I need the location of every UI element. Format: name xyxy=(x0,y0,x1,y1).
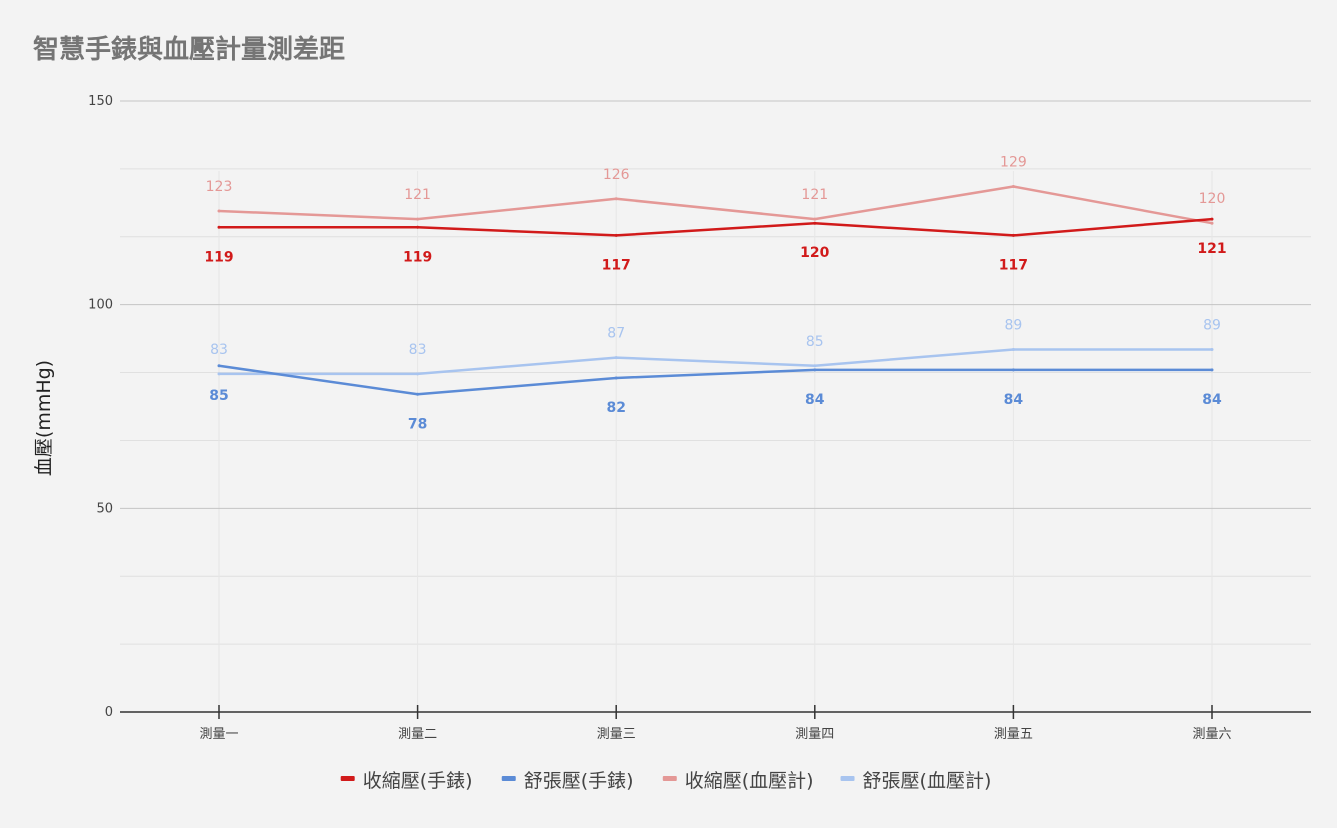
data-label: 84 xyxy=(1004,392,1024,408)
y-tick-label: 0 xyxy=(105,705,113,720)
y-tick-label: 150 xyxy=(88,94,113,109)
axes: 0 50 100 150 測量一 測量二 測量三 測量四 測量五 測量六 xyxy=(88,94,1311,742)
data-point xyxy=(416,372,420,376)
data-point xyxy=(1210,347,1214,351)
data-label: 121 xyxy=(1197,241,1226,257)
data-point xyxy=(1011,185,1015,189)
data-point xyxy=(614,233,618,237)
data-point xyxy=(1011,368,1015,372)
data-label: 83 xyxy=(210,342,228,358)
data-label: 119 xyxy=(204,249,233,265)
data-label: 117 xyxy=(999,257,1028,273)
data-point xyxy=(217,364,221,368)
data-label: 89 xyxy=(1203,317,1221,333)
data-label: 126 xyxy=(603,167,630,183)
data-label: 121 xyxy=(404,187,431,203)
data-point xyxy=(813,368,817,372)
data-label: 129 xyxy=(1000,155,1027,171)
series-lines xyxy=(217,185,1214,396)
data-label: 123 xyxy=(206,179,233,195)
y-tick-label: 100 xyxy=(88,298,113,313)
legend-item: 舒張壓(手錶) xyxy=(501,770,634,792)
data-label: 78 xyxy=(408,416,427,432)
data-label: 121 xyxy=(801,187,828,203)
y-tick-label: 50 xyxy=(96,501,113,516)
chart-title: 智慧手錶與血壓計量測差距 xyxy=(33,34,345,65)
legend-label: 收縮壓(血壓計) xyxy=(685,770,814,792)
legend-swatch xyxy=(340,776,355,781)
data-label: 84 xyxy=(1202,392,1222,408)
legend-swatch xyxy=(662,776,677,781)
data-point xyxy=(1210,368,1214,372)
legend-label: 舒張壓(血壓計) xyxy=(863,770,992,792)
data-point xyxy=(614,376,618,380)
legend-item: 收縮壓(手錶) xyxy=(340,770,473,792)
data-point xyxy=(217,225,221,229)
data-label: 85 xyxy=(806,334,824,350)
x-tick-label: 測量六 xyxy=(1192,727,1231,742)
data-point xyxy=(416,392,420,396)
series-line xyxy=(218,185,1213,225)
data-point xyxy=(217,372,221,376)
data-point xyxy=(1210,217,1214,221)
x-tick-label: 測量二 xyxy=(398,727,437,742)
series-line xyxy=(219,348,1212,376)
data-point xyxy=(813,217,817,221)
data-point xyxy=(1210,221,1214,225)
series-line xyxy=(218,364,1212,396)
legend-swatch xyxy=(501,776,516,781)
data-label: 84 xyxy=(805,392,825,408)
data-point xyxy=(416,217,420,221)
data-point xyxy=(813,364,817,368)
data-point xyxy=(614,197,618,201)
data-label: 89 xyxy=(1004,317,1022,333)
gridlines xyxy=(120,100,1311,712)
data-point xyxy=(217,209,221,213)
x-tick-label: 測量三 xyxy=(597,727,636,742)
y-axis-label: 血壓(mmHg) xyxy=(33,360,55,476)
data-point xyxy=(1011,233,1015,237)
x-tick-label: 測量四 xyxy=(795,727,834,742)
data-label: 83 xyxy=(409,342,427,358)
data-point xyxy=(813,221,817,225)
data-label: 119 xyxy=(403,249,432,265)
data-label: 120 xyxy=(1199,191,1226,207)
legend-item: 收縮壓(血壓計) xyxy=(662,770,814,792)
data-label: 87 xyxy=(607,326,625,342)
legend-swatch xyxy=(840,776,855,781)
data-labels: 119 119 117 120 117 121 85 78 82 84 84 84 123 121 126 1… xyxy=(204,155,1226,433)
legend: 收縮壓(手錶) 舒張壓(手錶) 收縮壓(血壓計) 舒張壓(血壓計) xyxy=(340,770,992,792)
x-tick-label: 測量五 xyxy=(994,727,1033,742)
legend-label: 舒張壓(手錶) xyxy=(524,770,634,792)
data-label: 82 xyxy=(606,400,625,416)
data-label: 85 xyxy=(209,388,228,404)
legend-item: 舒張壓(血壓計) xyxy=(840,770,992,792)
data-label: 120 xyxy=(800,245,829,261)
data-point xyxy=(614,356,618,360)
data-label: 117 xyxy=(602,257,631,273)
x-tick-label: 測量一 xyxy=(199,727,238,742)
data-point xyxy=(416,225,420,229)
data-point xyxy=(1011,347,1015,351)
series-line xyxy=(219,217,1213,237)
legend-label: 收縮壓(手錶) xyxy=(363,770,473,792)
